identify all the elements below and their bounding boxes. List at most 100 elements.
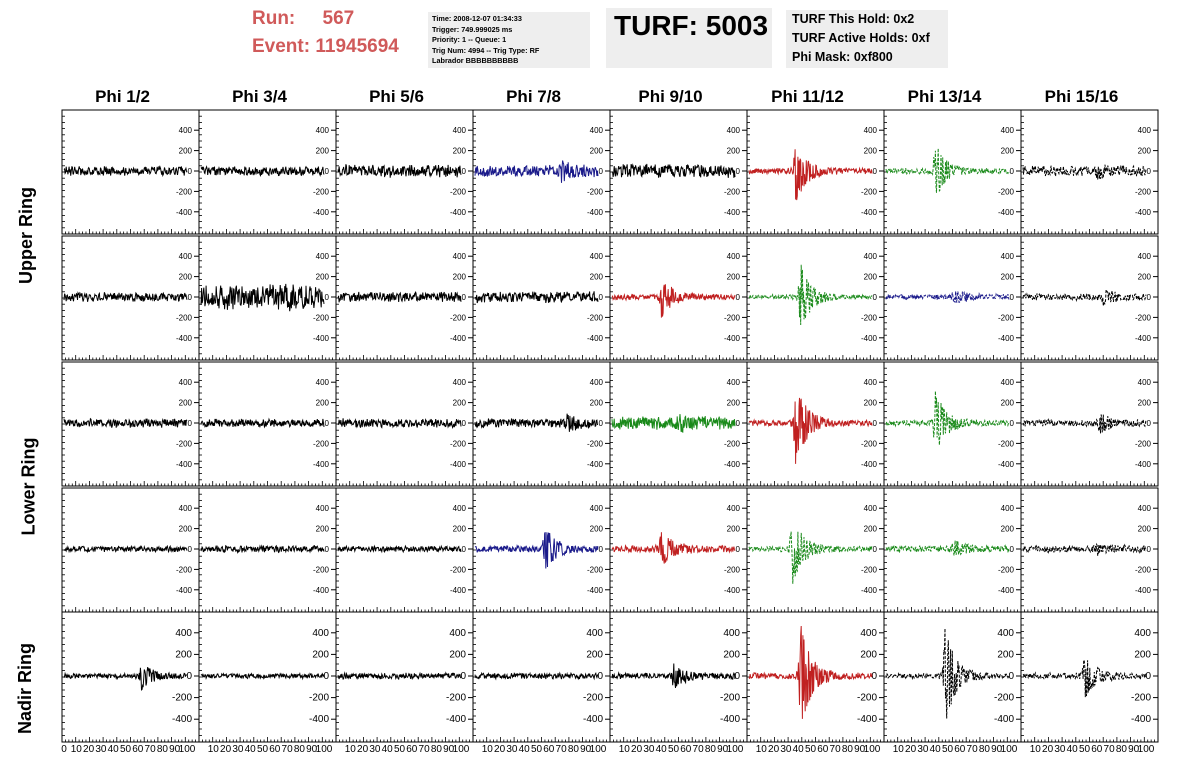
y-tick-label: -400 [176, 208, 193, 217]
x-tick-label: 80 [431, 744, 443, 755]
y-tick-label: 0 [1147, 419, 1152, 428]
y-tick-label: -200 [998, 313, 1015, 322]
y-tick-label: 200 [449, 649, 466, 660]
y-tick-label: -400 [724, 460, 741, 469]
y-tick-label: -200 [450, 565, 467, 574]
x-tick-label: 80 [979, 744, 991, 755]
y-tick-label: -400 [1135, 208, 1152, 217]
phi-header-7: Phi 13/14 [907, 87, 982, 106]
y-tick-label: -200 [861, 313, 878, 322]
waveform-trace [200, 672, 325, 681]
y-tick-label: 0 [462, 293, 467, 302]
y-tick-label: -200 [313, 187, 330, 196]
x-tick-label: 20 [768, 744, 780, 755]
y-tick-label: -200 [176, 439, 193, 448]
y-tick-label: 0 [599, 293, 604, 302]
y-tick-label: 400 [175, 628, 192, 639]
waveform-trace [200, 283, 325, 312]
x-tick-label: 50 [805, 744, 817, 755]
x-tick-label: 80 [842, 744, 854, 755]
phi-header-5: Phi 9/10 [638, 87, 703, 106]
x-tick-label: 70 [1104, 744, 1116, 755]
y-tick-label: -400 [313, 208, 330, 217]
x-tick-label: 90 [717, 744, 729, 755]
y-tick-label: 200 [316, 525, 330, 534]
y-tick-label: 200 [864, 273, 878, 282]
y-tick-label: -400 [994, 714, 1014, 725]
y-tick-label: 200 [860, 649, 877, 660]
y-tick-label: 400 [590, 504, 604, 513]
waveform-trace [885, 540, 1010, 556]
y-tick-label: -200 [172, 693, 192, 704]
y-tick-label: -200 [583, 693, 603, 704]
x-tick-label: 20 [905, 744, 917, 755]
y-tick-label: 200 [590, 525, 604, 534]
x-tick-label: 10 [482, 744, 494, 755]
y-tick-label: -400 [587, 460, 604, 469]
y-tick-label: -400 [587, 334, 604, 343]
info-trigger: Trigger: 749.999025 ms [432, 24, 513, 34]
turf-box: TURF: 5003 [606, 8, 772, 68]
y-tick-label: 0 [597, 671, 603, 682]
x-tick-label: 0 [61, 744, 67, 755]
y-tick-label: -400 [176, 334, 193, 343]
y-tick-label: -200 [1135, 565, 1152, 574]
y-tick-label: 200 [590, 273, 604, 282]
waveform-trace [748, 531, 873, 584]
y-tick-label: 0 [873, 419, 878, 428]
y-tick-label: -200 [176, 565, 193, 574]
waveform-trace [885, 148, 1010, 193]
y-tick-label: 0 [1008, 671, 1014, 682]
x-tick-label: 90 [1128, 744, 1140, 755]
y-tick-label: 0 [1010, 167, 1015, 176]
y-tick-label: 200 [1001, 273, 1015, 282]
waveform-trace [611, 532, 736, 564]
y-tick-label: -200 [861, 439, 878, 448]
run-event-box: Run: 567 Event: 11945694 [252, 8, 422, 60]
y-tick-label: 400 [453, 504, 467, 513]
waveform-trace [63, 291, 188, 302]
y-tick-label: 400 [727, 252, 741, 261]
waveform-trace [611, 284, 736, 318]
y-tick-label: -400 [861, 208, 878, 217]
x-tick-label: 50 [531, 744, 543, 755]
y-tick-label: -400 [857, 714, 877, 725]
x-tick-label: 30 [95, 744, 107, 755]
y-tick-label: 400 [179, 378, 193, 387]
x-tick-label: 80 [568, 744, 580, 755]
y-tick-label: -400 [309, 714, 329, 725]
x-tick-label: 100 [316, 744, 333, 755]
x-tick-label: 60 [817, 744, 829, 755]
y-tick-label: -200 [450, 313, 467, 322]
waveform-trace [474, 532, 599, 569]
y-tick-label: 200 [316, 273, 330, 282]
x-tick-label: 40 [245, 744, 257, 755]
run-line: Run: 567 [252, 8, 354, 30]
y-tick-label: 400 [590, 378, 604, 387]
y-tick-label: -400 [176, 586, 193, 595]
x-tick-label: 20 [1042, 744, 1054, 755]
y-tick-label: -400 [176, 460, 193, 469]
y-tick-label: 400 [1138, 126, 1152, 135]
y-tick-label: -400 [998, 460, 1015, 469]
x-tick-label: 90 [580, 744, 592, 755]
x-tick-label: 70 [145, 744, 157, 755]
x-tick-label: 10 [208, 744, 220, 755]
y-tick-label: 200 [590, 399, 604, 408]
y-tick-label: -400 [724, 334, 741, 343]
y-tick-label: 400 [316, 126, 330, 135]
y-tick-label: 400 [1138, 504, 1152, 513]
y-tick-label: -400 [724, 208, 741, 217]
y-tick-label: 400 [727, 504, 741, 513]
y-tick-label: 400 [997, 628, 1014, 639]
waveform-trace [1022, 542, 1147, 556]
y-tick-label: 200 [312, 649, 329, 660]
phi-header-1: Phi 1/2 [95, 87, 150, 106]
y-tick-label: -200 [587, 187, 604, 196]
event-label: Event: [252, 36, 311, 57]
x-tick-label: 60 [954, 744, 966, 755]
y-tick-label: -200 [994, 693, 1014, 704]
y-tick-label: 400 [864, 126, 878, 135]
y-tick-label: -400 [446, 714, 466, 725]
y-tick-label: -200 [587, 565, 604, 574]
